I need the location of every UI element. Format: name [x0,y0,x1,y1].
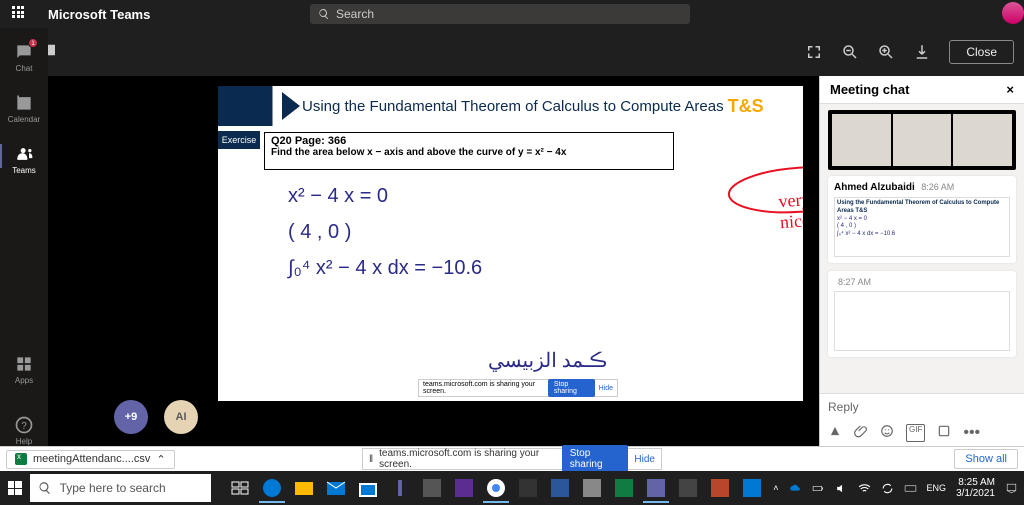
hide-banner-button[interactable]: Hide [634,454,655,465]
word-icon[interactable] [545,473,575,503]
windows-taskbar: Type here to search ˄ ENG 8:25 AM 3/1/20… [0,471,1024,505]
shared-whiteboard: Using the Fundamental Theorem of Calculu… [218,86,803,401]
rail-teams[interactable]: Teams [4,144,44,175]
onedrive-icon[interactable] [789,482,802,495]
notifications-icon[interactable] [1005,482,1018,495]
participant-avatar[interactable]: AI [164,400,198,434]
rail-apps[interactable]: Apps [4,354,44,385]
attach-icon[interactable] [854,424,868,438]
chrome-icon[interactable] [481,473,511,503]
mini-hide[interactable]: Hide [599,385,613,392]
keyboard-icon[interactable] [904,482,917,495]
download-icon[interactable] [913,43,931,61]
chat-title: Meeting chat [830,82,909,97]
pause-icon: ‖ [369,454,373,465]
slide-title: Using the Fundamental Theorem of Calculu… [302,98,724,115]
zoom-out-icon[interactable] [841,43,859,61]
volume-icon[interactable] [835,482,848,495]
app-icon[interactable] [417,473,447,503]
message-image-preview[interactable] [834,291,1010,351]
overflow-avatar[interactable]: +9 [114,400,148,434]
app-icon[interactable] [609,473,639,503]
fit-icon[interactable] [805,43,823,61]
more-icon[interactable]: ••• [963,424,980,442]
mail-icon[interactable] [321,473,351,503]
mini-share-banner: teams.microsoft.com is sharing your scre… [418,379,618,397]
app-icon[interactable] [737,473,767,503]
compose-toolbar: GIF ••• [820,420,1024,446]
app-title: Microsoft Teams [48,7,150,22]
meeting-action-bar: Close [0,28,1024,76]
search-placeholder: Search [336,7,374,21]
stop-sharing-button[interactable]: Stop sharing [562,445,629,473]
waffle-icon[interactable] [12,6,28,22]
svg-text:?: ? [21,421,27,432]
participant-avatars: +9 AI [114,400,198,434]
tray-chevron-icon[interactable]: ˄ [773,483,778,493]
gif-icon[interactable]: GIF [906,424,925,442]
sticker-icon[interactable] [937,424,951,438]
profile-avatar[interactable] [1002,2,1024,24]
meeting-stage: Using the Fundamental Theorem of Calculu… [48,76,819,446]
task-view-icon[interactable] [225,473,255,503]
title-bar: Microsoft Teams Search [0,0,1024,28]
chat-close-icon[interactable]: × [1006,82,1014,97]
taskbar-clock[interactable]: 8:25 AM 3/1/2021 [956,477,995,499]
search-icon [318,8,330,20]
chat-badge: 1 [28,38,38,48]
meeting-chat-panel: Meeting chat × Ahmed Alzubaidi 8:26 AM U… [819,76,1024,446]
excel-icon [15,453,27,465]
store-icon[interactable] [353,473,383,503]
show-all-button[interactable]: Show all [954,449,1018,469]
reply-input[interactable]: Reply [820,393,1024,420]
mini-stop-sharing[interactable]: Stop sharing [548,379,595,397]
app-icon[interactable] [673,473,703,503]
chat-image-attachment[interactable] [828,110,1016,170]
emoji-icon[interactable] [880,424,894,438]
chat-scroll[interactable]: Ahmed Alzubaidi 8:26 AM Using the Fundam… [820,104,1024,393]
system-tray: ˄ ENG 8:25 AM 3/1/2021 [767,477,1024,499]
chat-message[interactable]: Ahmed Alzubaidi 8:26 AM Using the Fundam… [828,176,1016,263]
search-box[interactable]: Search [310,4,690,24]
battery-icon[interactable] [812,482,825,495]
chevron-up-icon[interactable]: ⌃ [156,453,165,466]
rail-chat[interactable]: 1 Chat [4,42,44,73]
ink-signature: ڪـمد الزبيسي [488,348,607,373]
share-banner: ‖ teams.microsoft.com is sharing your sc… [362,448,662,470]
rail-calendar[interactable]: Calendar [4,93,44,124]
explorer-icon[interactable] [289,473,319,503]
app-icon[interactable] [513,473,543,503]
left-rail: 1 Chat Calendar Teams Apps ? Help [0,28,48,446]
zoom-in-icon[interactable] [877,43,895,61]
app-icon[interactable] [449,473,479,503]
app-icon[interactable] [705,473,735,503]
start-button[interactable] [0,471,30,505]
chat-message[interactable]: 8:27 AM [828,271,1016,357]
app-icon[interactable] [577,473,607,503]
rail-help[interactable]: ? Help [4,415,44,446]
language-indicator[interactable]: ENG [927,483,947,493]
exercise-box: Q20 Page: 366 Find the area below x − ax… [264,132,674,170]
message-image-preview[interactable]: Using the Fundamental Theorem of Calculu… [834,197,1010,257]
taskbar-search[interactable]: Type here to search [30,474,212,502]
app-icon[interactable] [385,473,415,503]
format-icon[interactable] [828,424,842,438]
browser-status-bar: meetingAttendanc....csv ⌃ ‖ teams.micros… [0,446,1024,471]
taskbar-apps [225,471,767,505]
slide-arrow [218,86,296,126]
download-chip[interactable]: meetingAttendanc....csv ⌃ [6,450,175,469]
brand-logo: T&S [728,96,764,117]
exercise-tag: Exercise [218,131,260,149]
edge-icon[interactable] [257,473,287,503]
close-button[interactable]: Close [949,40,1014,64]
wifi-icon[interactable] [858,482,871,495]
ink-work: x² − 4 x = 0 ( 4 , 0 ) ∫₀⁴ x² − 4 x dx =… [288,178,482,286]
sync-icon[interactable] [881,482,894,495]
search-icon [38,481,52,495]
teams-icon[interactable] [641,473,671,503]
